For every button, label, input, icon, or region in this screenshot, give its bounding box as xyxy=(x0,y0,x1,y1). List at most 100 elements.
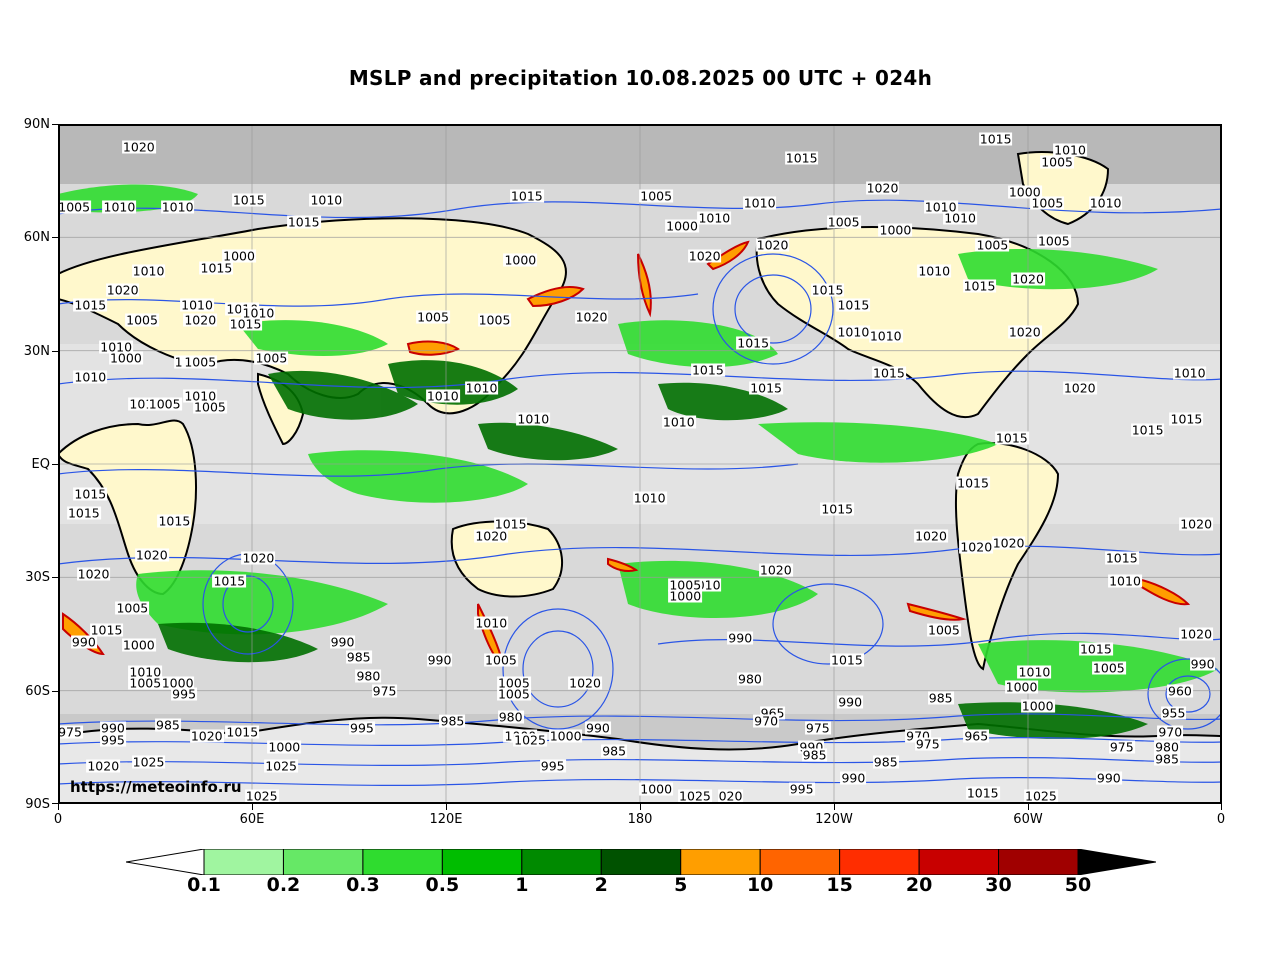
isobar-label: 975 xyxy=(914,736,941,752)
lat-tick xyxy=(52,691,58,692)
lat-label-60s: 60S xyxy=(25,684,50,699)
isobar-label: 990 xyxy=(426,652,453,668)
colorbar-tick-label: 0.5 xyxy=(425,874,460,896)
lon-label-120w: 120W xyxy=(815,812,853,827)
isobar-label: 1015 xyxy=(830,652,864,668)
isobar-label: 1010 xyxy=(917,263,952,279)
isobar-label: 1005 xyxy=(183,354,218,370)
watermark: https://meteoinfo.ru xyxy=(70,778,242,796)
isobar-label: 1010 xyxy=(943,210,977,226)
isobar-label: 980 xyxy=(497,709,524,725)
isobar-label: 965 xyxy=(963,728,990,744)
colorbar-segment xyxy=(521,849,602,875)
isobar-label: 1015 xyxy=(820,501,855,517)
lat-label-60n: 60N xyxy=(23,230,50,245)
lon-label-180: 180 xyxy=(627,812,653,827)
isobar-label: 1025 xyxy=(678,788,712,804)
isobar-label: 1005 xyxy=(668,577,703,593)
isobar-label: 1015 xyxy=(509,188,544,204)
isobar-label: 1000 xyxy=(665,218,699,234)
isobar-label: 1010 xyxy=(464,380,499,396)
isobar-label: 1020 xyxy=(687,248,722,264)
isobar-label: 990 xyxy=(840,770,867,786)
isobar-label: 995 xyxy=(348,720,375,736)
isobar-label: 1000 xyxy=(503,252,538,268)
colorbar-tick-label: 1 xyxy=(515,874,529,896)
lon-tick xyxy=(834,804,835,810)
colorbar-tick-label: 0.1 xyxy=(187,874,221,896)
lon-tick xyxy=(1028,804,1029,810)
isobar-label: 1005 xyxy=(193,399,227,415)
isobar-label: 1005 xyxy=(639,188,674,204)
chart-title: MSLP and precipitation 10.08.2025 00 UTC… xyxy=(348,66,933,90)
isobar-label: 1015 xyxy=(962,278,997,294)
isobar-label: 1020 xyxy=(241,550,276,566)
isobar-label: 1010 xyxy=(183,388,218,404)
isobar-high-pacific-north-inner xyxy=(734,274,812,344)
isobar-label: 1015 xyxy=(157,513,192,529)
isobar-label: 1000 xyxy=(160,675,195,691)
isobar-label: 1015 xyxy=(286,214,321,230)
colorbar-segment xyxy=(362,849,443,875)
isobar-label: 1020 xyxy=(914,528,948,544)
isobar-label: 980 xyxy=(1154,739,1180,755)
isobar-label: 990 xyxy=(1189,656,1216,672)
isobar-label: 985 xyxy=(439,713,466,729)
colorbar-tick-label: 2 xyxy=(594,874,608,896)
isobar-label: 970 xyxy=(1157,724,1184,740)
isobar-label: 1010 xyxy=(923,199,958,215)
isobar-label: 1020 xyxy=(189,728,224,744)
isobar-label: 1000 xyxy=(222,248,256,264)
colorbar-segment xyxy=(203,849,284,875)
isobar-label: 1010 xyxy=(474,615,509,631)
isobar-label: 985 xyxy=(601,743,628,759)
isobar-label: 1020 xyxy=(865,180,900,196)
isobar-label: 1000 xyxy=(1020,698,1055,714)
isobar-label: 1010 xyxy=(131,263,166,279)
isobar-label: 1005 xyxy=(496,686,531,702)
isobar-label: 1020 xyxy=(1179,626,1214,642)
isobar-label: 1005 xyxy=(254,350,289,366)
isobar-label: 995 xyxy=(788,781,815,797)
colorbar-tick-label: 15 xyxy=(826,874,853,896)
lat-tick xyxy=(52,803,58,804)
isobar-label: 1005 xyxy=(128,675,163,691)
isobar-high-pacific-south xyxy=(502,608,614,730)
isobar-label: 990 xyxy=(585,720,611,736)
lon-label-60w: 60W xyxy=(1013,812,1043,827)
isobar-label: 1015 xyxy=(836,297,871,313)
colorbar-tick-label: 30 xyxy=(985,874,1012,896)
isobar-label: 1010 xyxy=(102,199,137,215)
lat-tick xyxy=(52,464,58,465)
lat-label-eq: EQ xyxy=(31,457,50,472)
isobar-label: 1005 xyxy=(496,675,531,691)
precipitation-colorbar xyxy=(126,849,1156,875)
lat-label-30n: 30N xyxy=(23,344,50,359)
isobar-label: 1010 xyxy=(1053,142,1087,158)
isobar-label: 990 xyxy=(1095,770,1122,786)
isobar-label: 1010 xyxy=(697,210,732,226)
lon-label-0: 0 xyxy=(53,812,63,827)
colorbar-segment xyxy=(680,849,761,875)
isobar-label: 980 xyxy=(736,671,763,687)
isobar-label: 1015 xyxy=(212,573,247,589)
isobar-label: 1020 xyxy=(1011,271,1045,287)
isobar-label: 1025 xyxy=(244,788,279,804)
isobar-label: 990 xyxy=(100,720,126,736)
isobar-label: 1000 xyxy=(108,350,143,366)
precip-light xyxy=(58,184,1218,693)
lon-label-120e: 120E xyxy=(429,812,463,827)
isobar-label: 1015 xyxy=(1169,411,1204,427)
isobar-wave-1 xyxy=(58,199,1222,219)
colorbar-tick-label: 0.3 xyxy=(346,874,380,896)
isobar-low-south-atlantic-inner xyxy=(1165,675,1211,713)
isobar-label: 1020 xyxy=(1179,516,1214,532)
isobar-label: 980 xyxy=(355,668,382,684)
isobar-wave-2 xyxy=(58,370,1222,389)
isobar-label: 1000 xyxy=(639,781,674,797)
isobar-label: 1010 xyxy=(180,297,214,313)
isobar-label: 1015 xyxy=(228,316,263,332)
isobar-label: 1020 xyxy=(183,312,218,328)
colorbar-segment xyxy=(282,849,364,875)
isobar-label: 985 xyxy=(872,754,899,770)
